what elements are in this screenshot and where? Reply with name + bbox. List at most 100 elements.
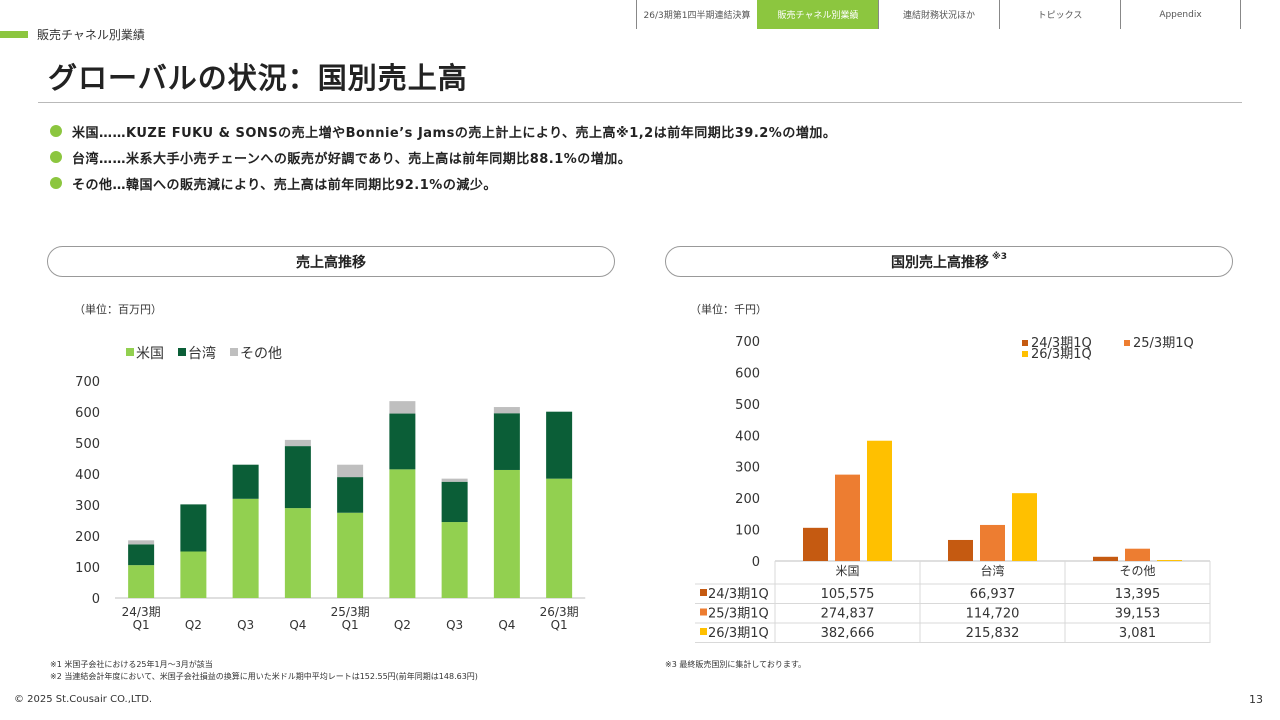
bar bbox=[1125, 548, 1150, 561]
tab-q1-results[interactable]: 26/3期第1四半期連結決算 bbox=[636, 0, 757, 29]
legend-swatch bbox=[1022, 340, 1028, 346]
bar-segment bbox=[493, 407, 520, 414]
bar-segment bbox=[128, 544, 155, 566]
table-cell-value: 39,153 bbox=[1115, 607, 1161, 622]
summary-bullets: 米国……KUZE FUKU & SONSの売上増やBonnie’s Jamsの売… bbox=[50, 118, 836, 196]
country-sales-chart: 0 100 200 300 400 500 600 700 米国 台湾 その他 24/3期1Q 105,… bbox=[695, 335, 1211, 643]
bullet-dot bbox=[50, 177, 62, 189]
bar bbox=[948, 539, 973, 561]
right-unit-label: （単位：千円） bbox=[690, 303, 767, 316]
tab-topics[interactable]: トピックス bbox=[999, 0, 1120, 29]
legend-label: 26/3期1Q bbox=[1031, 347, 1092, 362]
note-1: ※1 米国子会社における25年1月～3月が該当 bbox=[50, 660, 213, 669]
y-tick-label: 700 bbox=[75, 375, 100, 390]
bar-segment bbox=[284, 439, 311, 447]
x-tick-label-quarter: Q2 bbox=[185, 618, 202, 632]
table-cell-value: 114,720 bbox=[966, 607, 1020, 622]
legend-swatch bbox=[1022, 351, 1028, 357]
x-tick-label: その他 bbox=[1119, 564, 1155, 578]
sales-trend-header: 売上高推移 bbox=[47, 246, 615, 277]
bullet-taiwan-text: 台湾……米系大手小売チェーンへの販売が好調であり、売上高は前年同期比88.1%の… bbox=[72, 151, 632, 167]
table-cell-value: 66,937 bbox=[970, 587, 1016, 602]
table-cell-value: 105,575 bbox=[821, 587, 875, 602]
legend-swatch bbox=[1124, 340, 1130, 346]
note-2: ※2 当連結会計年度において、米国子会社損益の換算に用いた米ドル期中平均レートは… bbox=[50, 672, 478, 681]
page-number: 13 bbox=[1249, 693, 1263, 706]
table-series-label: 24/3期1Q bbox=[708, 587, 769, 602]
bar-segment bbox=[546, 478, 573, 598]
y-tick-label: 100 bbox=[75, 561, 100, 576]
y-tick-label: 0 bbox=[752, 555, 760, 570]
bar-segment bbox=[180, 504, 207, 552]
y-tick-label: 600 bbox=[75, 406, 100, 421]
bar-segment bbox=[232, 498, 259, 598]
copyright: © 2025 St.Cousair CO.,LTD. bbox=[14, 694, 153, 705]
x-tick-label: 台湾 bbox=[980, 563, 1004, 578]
table-series-label: 26/3期1Q bbox=[708, 626, 769, 641]
bar-segment bbox=[128, 565, 155, 598]
y-tick-label: 400 bbox=[735, 429, 760, 444]
bullet-other-text: その他…韓国への販売減により、売上高は前年同期比92.1%の減少。 bbox=[72, 177, 497, 193]
bar bbox=[803, 527, 828, 561]
x-tick-label-quarter: Q4 bbox=[498, 618, 515, 632]
tab-financial-position[interactable]: 連結財務状況ほか bbox=[878, 0, 999, 29]
bar-segment bbox=[389, 401, 416, 414]
bullet-dot bbox=[50, 151, 62, 163]
table-cell-value: 215,832 bbox=[966, 626, 1020, 641]
legend-label: 24/3期1Q bbox=[1031, 336, 1092, 351]
bullet-dot bbox=[50, 125, 62, 137]
x-tick-label-quarter: Q1 bbox=[342, 618, 359, 632]
bar bbox=[867, 440, 892, 561]
y-tick-label: 600 bbox=[735, 366, 760, 381]
bullet-us: 米国……KUZE FUKU & SONSの売上増やBonnie’s Jamsの売… bbox=[50, 118, 836, 144]
bar-segment bbox=[128, 540, 155, 545]
country-sales-title: 国別売上高推移 bbox=[890, 254, 989, 271]
x-tick-label-quarter: Q1 bbox=[551, 618, 568, 632]
y-tick-label: 400 bbox=[75, 468, 100, 483]
legend-label: 台湾 bbox=[188, 345, 216, 362]
bar bbox=[835, 474, 860, 561]
x-tick-label-period: 25/3期 bbox=[331, 605, 370, 619]
x-tick-label-quarter: Q3 bbox=[237, 618, 254, 632]
section-label: 販売チャネル別業績 bbox=[37, 28, 145, 42]
page-title: グローバルの状況：国別売上高 bbox=[48, 61, 468, 95]
x-tick-label: 米国 bbox=[835, 564, 859, 578]
bar bbox=[1093, 556, 1118, 561]
table-cell-value: 3,081 bbox=[1119, 626, 1156, 641]
bar-segment bbox=[441, 478, 468, 482]
country-sales-header: 国別売上高推移 ※3 bbox=[665, 246, 1233, 277]
table-legend-swatch bbox=[700, 608, 707, 616]
left-unit-label: （単位：百万円） bbox=[74, 303, 162, 316]
y-tick-label: 200 bbox=[735, 492, 760, 507]
bar bbox=[980, 524, 1005, 561]
y-tick-label: 700 bbox=[735, 335, 760, 350]
bar-segment bbox=[284, 446, 311, 509]
left-notes: ※1 米国子会社における25年1月～3月が該当 ※2 当連結会計年度において、米… bbox=[50, 659, 478, 683]
table-cell-value: 382,666 bbox=[821, 626, 875, 641]
table-cell-value: 13,395 bbox=[1115, 587, 1161, 602]
section-marker bbox=[0, 31, 28, 38]
table-series-label: 25/3期1Q bbox=[708, 607, 769, 622]
table-cell-value: 274,837 bbox=[821, 607, 875, 622]
bar-segment bbox=[232, 464, 259, 499]
bullet-us-text: 米国……KUZE FUKU & SONSの売上増やBonnie’s Jamsの売… bbox=[72, 125, 837, 141]
note-3: ※3 最終販売国別に集計しております。 bbox=[665, 660, 807, 669]
y-tick-label: 0 bbox=[92, 592, 100, 607]
tab-appendix[interactable]: Appendix bbox=[1120, 0, 1241, 29]
legend-label: 米国 bbox=[136, 346, 164, 362]
bar-segment bbox=[546, 411, 573, 479]
legend-swatch bbox=[126, 348, 134, 356]
bar-segment bbox=[493, 469, 520, 598]
bar-segment bbox=[441, 481, 468, 523]
bar-segment bbox=[493, 413, 520, 470]
x-tick-label-quarter: Q4 bbox=[289, 618, 306, 632]
bar-segment bbox=[337, 464, 364, 478]
legend-label: 25/3期1Q bbox=[1133, 336, 1194, 351]
tab-channel-results[interactable]: 販売チャネル別業績 bbox=[757, 0, 878, 29]
y-tick-label: 100 bbox=[735, 524, 760, 539]
bullet-other: その他…韓国への販売減により、売上高は前年同期比92.1%の減少。 bbox=[50, 170, 836, 196]
x-tick-label-period: 26/3期 bbox=[540, 605, 579, 619]
sales-trend-title: 売上高推移 bbox=[296, 254, 366, 271]
x-tick-label-quarter: Q1 bbox=[133, 618, 150, 632]
x-tick-label-quarter: Q3 bbox=[446, 618, 463, 632]
